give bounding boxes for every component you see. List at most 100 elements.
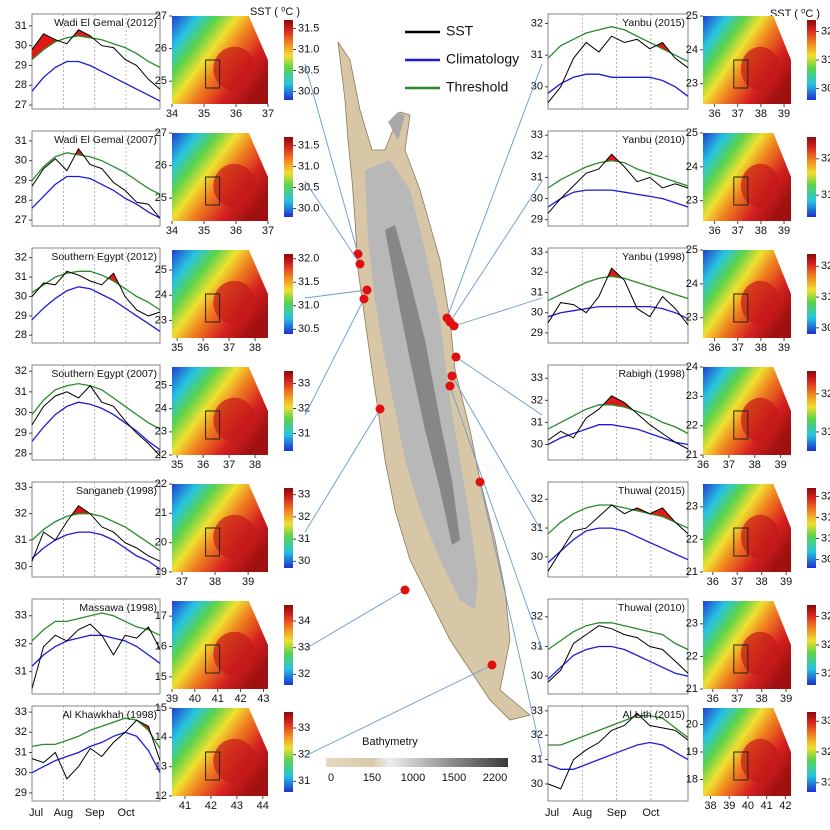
- colorbar: [284, 488, 293, 568]
- y-tick-label: 31: [15, 386, 27, 398]
- site-dot: [400, 585, 410, 595]
- plot-frame: [31, 247, 161, 344]
- map-x-tick-label: 35: [198, 225, 210, 237]
- colorbar: [807, 712, 816, 792]
- connector: [449, 385, 543, 650]
- series-line: [31, 731, 161, 774]
- land-mask: [248, 367, 268, 411]
- map-x-tick-label: 36: [230, 108, 242, 120]
- map-y-tick-label: 22: [155, 478, 167, 490]
- map-y-tick-label: 27: [155, 10, 167, 22]
- panel-title: Sanganeb (1998): [76, 485, 157, 497]
- colorbar-tick-label: 30.5: [298, 64, 319, 76]
- plot-frame: [31, 13, 161, 110]
- map-x-tick-label: 39: [775, 459, 787, 471]
- map-x-tick-label: 40: [742, 800, 754, 812]
- map-x-tick-label: 36: [697, 459, 709, 471]
- plot-frame: [547, 247, 689, 344]
- series-line: [547, 504, 689, 572]
- connector: [304, 63, 359, 255]
- site-dot: [449, 321, 459, 331]
- colorbar-tick-label: 31.0: [298, 300, 319, 312]
- y-tick-label: 29: [15, 787, 27, 799]
- series-line: [547, 26, 689, 63]
- map-x-tick-label: 41: [179, 800, 191, 812]
- plot-frame: [547, 364, 689, 461]
- map-x-tick-label: 38: [755, 108, 767, 120]
- map-y-tick-label: 20: [155, 537, 167, 549]
- red-sea-map: [337, 41, 531, 721]
- series-line: [547, 159, 689, 189]
- series-line: [547, 424, 689, 446]
- land-mask: [773, 708, 791, 752]
- legend-label: SST: [446, 23, 474, 39]
- connector: [304, 408, 381, 533]
- panel-title: Southern Egypt (2007): [51, 368, 157, 380]
- y-tick-label: 29: [15, 427, 27, 439]
- y-tick-label: 29: [15, 174, 27, 186]
- colorbar-tick-label: 30.5: [298, 181, 319, 193]
- y-tick-label: 31: [15, 20, 27, 32]
- map-x-tick-label: 39: [723, 800, 735, 812]
- map-y-tick-label: 24: [686, 161, 698, 173]
- map-x-tick-label: 37: [262, 225, 274, 237]
- sst-hotspot: [213, 46, 256, 91]
- map-x-tick-label: 39: [778, 108, 790, 120]
- series-line: [31, 717, 161, 749]
- map-x-tick-label: 37: [223, 459, 235, 471]
- sst-hotspot: [213, 631, 256, 676]
- land-mask: [773, 250, 791, 294]
- colorbar-tick-label: 31.5: [821, 667, 830, 679]
- site-box: [205, 751, 221, 781]
- y-tick-label: 28: [15, 448, 27, 460]
- y-tick-label: 30: [531, 81, 543, 93]
- map-x-tick-label: 36: [707, 693, 719, 705]
- map-x-tick-label: 42: [205, 800, 217, 812]
- map-x-tick-label: 42: [779, 800, 791, 812]
- colorbar-tick-label: 31.5: [298, 276, 319, 288]
- plot-frame: [31, 364, 161, 461]
- connector: [449, 180, 543, 323]
- y-tick-label: 28: [15, 79, 27, 91]
- connector: [304, 589, 406, 650]
- sst-hotspot: [740, 397, 780, 442]
- map-y-tick-label: 23: [155, 314, 167, 326]
- series-line: [31, 60, 161, 102]
- y-tick-label: 31: [531, 416, 543, 428]
- colorbar-tick-label: 32: [298, 749, 310, 761]
- map-y-tick-label: 26: [155, 42, 167, 54]
- map-x-tick-label: 41: [212, 693, 224, 705]
- map-x-tick-label: 37: [732, 342, 744, 354]
- y-tick-label: 27: [15, 214, 27, 226]
- sst-hotspot: [213, 397, 256, 442]
- site-dot: [487, 660, 497, 670]
- site-dot: [353, 249, 363, 259]
- map-y-tick-label: 22: [155, 449, 167, 461]
- map-x-tick-label: 36: [197, 342, 209, 354]
- series-line: [31, 270, 161, 317]
- map-y-tick-label: 20: [686, 718, 698, 730]
- colorbar-tick-label: 32: [821, 25, 830, 37]
- connector: [453, 297, 543, 327]
- map-y-tick-label: 26: [155, 159, 167, 171]
- map-y-tick-label: 12: [155, 790, 167, 802]
- colorbar: [807, 254, 816, 334]
- map-y-tick-label: 14: [155, 731, 167, 743]
- map-x-tick-label: 36: [708, 342, 720, 354]
- colorbar-tick-label: 31: [821, 189, 830, 201]
- series-line: [547, 153, 689, 214]
- bathymetry-tick-label: 150: [363, 772, 381, 784]
- panel-title: Wadi El Gemal (2007): [54, 134, 157, 146]
- site-box: [733, 644, 749, 674]
- sst-hotspot: [740, 514, 780, 559]
- series-line: [31, 384, 161, 457]
- land-mask: [248, 484, 268, 528]
- panel-title: Al Khawkhah (1998): [62, 709, 157, 721]
- map-x-tick-label: 38: [209, 576, 221, 588]
- site-dot: [451, 352, 461, 362]
- map-y-tick-label: 24: [686, 44, 698, 56]
- y-tick-label: 32: [15, 508, 27, 520]
- y-tick-label: 30: [531, 438, 543, 450]
- colorbar-tick-label: 31.5: [298, 139, 319, 151]
